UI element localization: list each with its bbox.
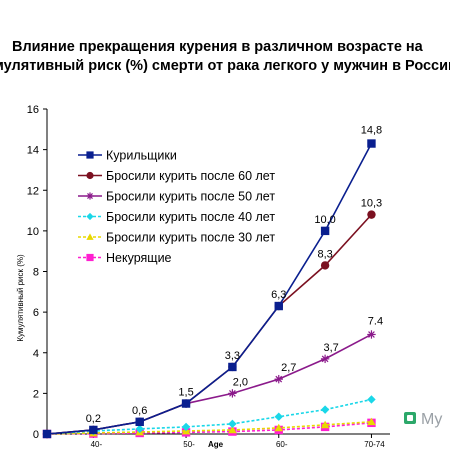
data-label: 3,7	[323, 342, 338, 354]
data-point	[86, 192, 94, 200]
legend-label: Бросили курить после 60 лет	[106, 169, 275, 183]
y-tick-label: 12	[27, 185, 39, 197]
series-line	[46, 143, 373, 435]
data-point	[181, 422, 191, 432]
data-label: 7.4	[368, 315, 383, 327]
y-tick-label: 10	[27, 226, 39, 238]
legend-item-4: Бросили курить после 30 лет	[78, 231, 275, 245]
data-label: 6,3	[271, 289, 286, 301]
legend-item-1: Бросили курить после 60 лет	[78, 169, 275, 183]
y-tick-label: 14	[27, 145, 39, 157]
data-label: 0,6	[132, 405, 147, 417]
data-point	[228, 389, 237, 398]
y-tick-label: 0	[33, 429, 39, 441]
data-point	[274, 374, 283, 384]
data-point	[367, 395, 376, 404]
data-point	[367, 330, 376, 339]
x-tick-label: 70-74	[364, 440, 385, 449]
data-point	[86, 171, 94, 180]
data-point	[89, 425, 98, 435]
data-point	[42, 429, 52, 439]
data-point	[320, 405, 330, 414]
data-labels: 0,2 0,6 1,5 3,3 6,3 10,0 14,8 8,3 10,3 2,0 2,7 3,7 7…	[86, 125, 383, 425]
series-line	[46, 421, 372, 435]
legend-item-0: Курильщики	[78, 149, 177, 163]
watermark: My	[402, 410, 442, 429]
data-point	[86, 212, 94, 221]
y-tick-label: 6	[33, 307, 39, 319]
data-point	[367, 417, 376, 426]
data-point	[367, 139, 376, 148]
data-label: 0,2	[86, 413, 101, 425]
x-tick-label: 50-	[183, 440, 195, 449]
legend-item-3: Бросили курить после 40 лет	[78, 210, 275, 224]
x-tick-label: 60-	[276, 440, 288, 449]
data-point	[228, 362, 237, 372]
data-point	[367, 210, 376, 219]
data-point	[228, 419, 237, 429]
series-line	[46, 422, 372, 435]
y-tick-label: 16	[27, 104, 39, 116]
data-label: 2,7	[281, 362, 296, 374]
legend-label: Бросили курить после 30 лет	[106, 231, 275, 245]
legend-label: Некурящие	[106, 251, 172, 265]
data-label: 10,0	[314, 214, 335, 226]
data-label: 14,8	[361, 125, 382, 137]
chart-title-line-1: Влияние прекращения курения в различном …	[12, 39, 423, 55]
legend-label: Бросили курить после 40 лет	[106, 210, 275, 224]
data-label: 2,0	[233, 376, 248, 388]
data-point	[320, 226, 330, 236]
chart-title: Влияние прекращения курения в различном …	[0, 38, 450, 76]
data-point	[274, 423, 283, 432]
watermark-logo-icon	[404, 412, 416, 424]
legend-label: Бросили курить после 50 лет	[106, 190, 275, 204]
data-point	[86, 233, 94, 240]
legend-item-2: Бросили курить после 50 лет	[78, 190, 275, 204]
y-axis-label: Кумулятивный риск (%)	[16, 254, 25, 342]
series-1	[42, 210, 376, 439]
data-point	[274, 301, 283, 311]
series-line	[46, 398, 372, 435]
data-label: 10,3	[361, 198, 382, 210]
data-point	[228, 425, 237, 434]
data-label: 8,3	[317, 248, 332, 260]
data-point	[320, 420, 330, 429]
series-0	[42, 139, 376, 439]
x-tick-label: 40-	[91, 440, 103, 449]
series-lines	[42, 139, 376, 439]
data-point	[86, 151, 94, 159]
data-point	[274, 412, 283, 421]
y-tick-label: 4	[33, 348, 39, 360]
data-point	[320, 261, 330, 270]
axes: 0 2 4 6 8 10 12 14 16 40- 50- 60- 70-74 Age Кумулятивн…	[16, 104, 390, 449]
legend: Курильщики Бросили курить после 60 лет Бро…	[78, 149, 275, 265]
chart-title-line-2: кумулятивный риск (%) смерти от рака лег…	[0, 58, 450, 74]
legend-label: Курильщики	[106, 149, 177, 163]
data-point	[320, 354, 330, 364]
data-point	[135, 424, 144, 434]
x-axis-label: Age	[208, 440, 224, 449]
y-tick-label: 2	[33, 388, 39, 400]
data-label: 3,3	[225, 350, 240, 362]
y-tick-label: 8	[33, 267, 39, 279]
data-point	[86, 253, 94, 262]
data-point	[181, 399, 191, 408]
legend-item-5: Некурящие	[78, 251, 172, 265]
data-point	[135, 417, 144, 427]
data-label: 1,5	[178, 387, 193, 399]
watermark-text: My	[421, 411, 443, 428]
